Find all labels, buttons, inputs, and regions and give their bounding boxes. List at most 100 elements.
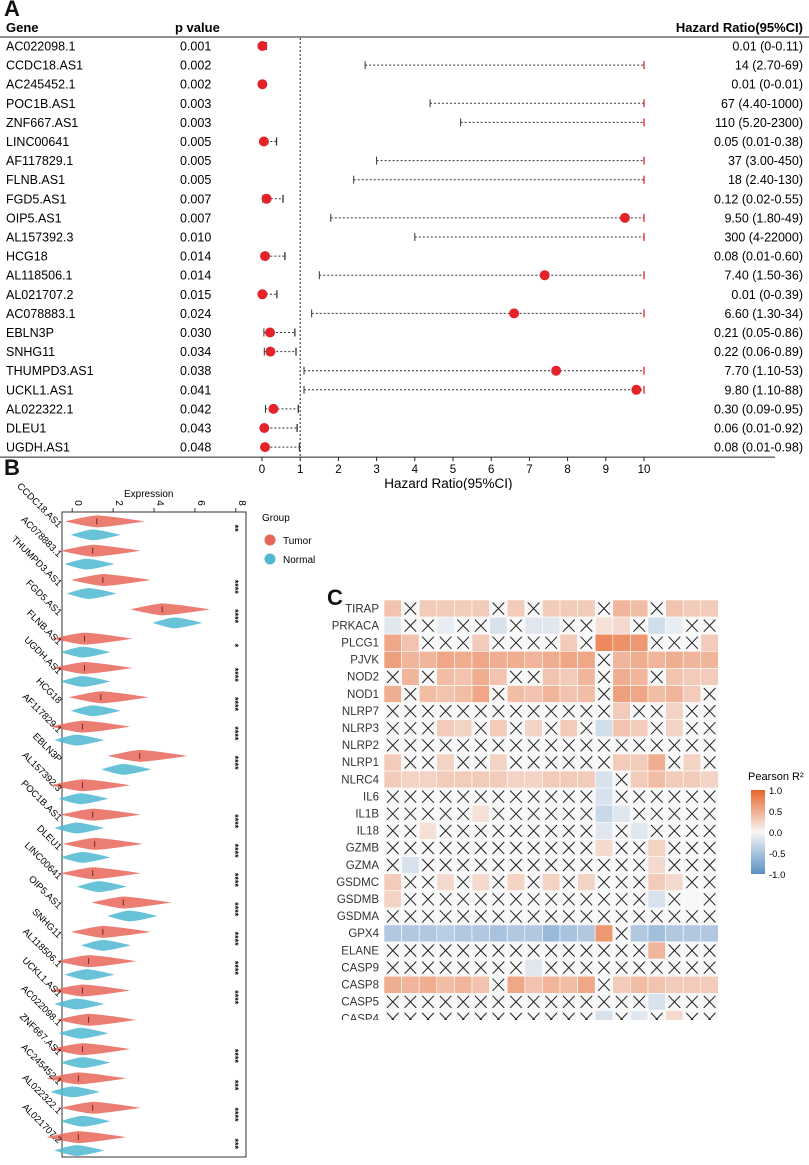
row-hr-label: 110 (5.20-2300)	[715, 116, 803, 130]
row-label: CASP9	[341, 962, 379, 974]
hr-point	[619, 212, 630, 223]
nonsignificant-cross	[685, 636, 699, 650]
row-p-value: 0.043	[180, 422, 211, 436]
nonsignificant-cross	[597, 738, 611, 752]
heatmap-cell	[418, 685, 438, 703]
nonsignificant-cross	[474, 704, 487, 718]
violin-normal	[76, 881, 127, 893]
nonsignificant-cross	[545, 909, 558, 923]
nonsignificant-cross	[703, 961, 716, 975]
heatmap-cell	[542, 650, 561, 669]
nonsignificant-cross	[509, 1012, 523, 1020]
heatmap-cell	[612, 804, 631, 823]
nonsignificant-cross	[386, 858, 399, 872]
nonsignificant-cross	[580, 756, 593, 769]
nonsignificant-cross	[545, 721, 558, 735]
nonsignificant-cross	[668, 858, 681, 872]
nonsignificant-cross	[703, 756, 716, 769]
legend-tick-label: -1.0	[769, 870, 785, 881]
nonsignificant-cross	[386, 995, 399, 1009]
nonsignificant-cross	[615, 1012, 628, 1020]
significance-label: **	[230, 525, 240, 533]
correlation-heatmap: TIRAP PRKACA PLCG1 PJVK NOD2 NOD1 NLRP7 NLRP3 NL…	[332, 600, 804, 1020]
nonsignificant-cross	[668, 961, 681, 975]
nonsignificant-cross	[597, 602, 611, 615]
row-gene: AC022098.1	[6, 40, 76, 54]
heatmap-cell	[454, 719, 473, 738]
axis-tick-label: 0	[72, 500, 83, 506]
nonsignificant-cross	[650, 807, 663, 821]
heatmap-cell	[471, 770, 490, 789]
row-p-value: 0.001	[180, 40, 211, 54]
nonsignificant-cross	[404, 961, 417, 975]
heatmap-cell	[471, 685, 490, 703]
nonsignificant-cross	[474, 909, 487, 923]
nonsignificant-cross	[633, 875, 646, 889]
violin-normal	[70, 705, 121, 717]
heatmap-cell	[524, 958, 543, 977]
significance-label: ****	[230, 668, 240, 683]
legend-tick-label: 0.0	[769, 828, 782, 839]
heatmap-cell	[454, 668, 473, 686]
heatmap-cell	[471, 873, 490, 892]
heatmap-cell	[383, 600, 402, 618]
heatmap-cell	[524, 975, 543, 994]
heatmap-cell	[647, 992, 666, 1011]
row-label: PRKACA	[332, 620, 380, 632]
violin-tumor	[52, 632, 133, 645]
row-gene: HCG18	[6, 250, 48, 264]
nonsignificant-cross	[703, 807, 716, 821]
violin-normal	[50, 1086, 101, 1098]
row-gene: FLNB.AS1	[6, 173, 65, 187]
nonsignificant-cross	[545, 807, 558, 821]
row-gene: THUMPD3.AS1	[6, 364, 94, 378]
heatmap-cell	[594, 839, 614, 857]
heatmap-cell	[665, 1010, 684, 1020]
violin-tumor	[62, 837, 143, 850]
x-tick-label: 8	[564, 464, 570, 476]
nonsignificant-cross	[527, 1012, 540, 1020]
axis-title: Expression	[124, 489, 173, 500]
heatmap-cell	[665, 702, 684, 720]
violin-tumor	[52, 661, 133, 674]
nonsignificant-cross	[580, 704, 593, 718]
heatmap-cell	[594, 924, 614, 943]
heatmap-cell	[542, 975, 561, 994]
violin-normal	[58, 1027, 109, 1039]
nonsignificant-cross	[457, 1012, 470, 1020]
nonsignificant-cross	[439, 790, 452, 804]
nonsignificant-cross	[421, 961, 435, 975]
nonsignificant-cross	[404, 824, 417, 838]
nonsignificant-cross	[421, 807, 435, 821]
heatmap-cell	[665, 770, 684, 789]
nonsignificant-cross	[421, 995, 435, 1009]
nonsignificant-cross	[457, 961, 470, 975]
heatmap-cell	[647, 839, 666, 857]
nonsignificant-cross	[668, 636, 681, 650]
nonsignificant-cross	[457, 944, 470, 957]
heatmap-cell	[612, 702, 631, 720]
row-p-value: 0.003	[180, 116, 211, 130]
heatmap-cell	[454, 650, 473, 669]
heatmap-cell	[436, 975, 455, 994]
row-label: PLCG1	[341, 638, 379, 650]
heatmap-cell	[647, 616, 666, 635]
nonsignificant-cross	[562, 995, 575, 1009]
nonsignificant-cross	[580, 721, 593, 735]
heatmap-cell	[436, 719, 455, 738]
header-hazard-ratio: Hazard Ratio(95%CI)	[676, 20, 803, 35]
row-gene: CCDC18.AS1	[6, 59, 83, 73]
heatmap-cell	[647, 650, 666, 669]
heatmap-cell	[665, 650, 684, 669]
nonsignificant-cross	[509, 909, 523, 923]
heatmap-cell	[418, 822, 438, 840]
row-hr-label: 0.08 (0.01-0.98)	[714, 441, 803, 455]
nonsignificant-cross	[404, 909, 417, 923]
heatmap-cell	[506, 685, 526, 703]
heatmap-cell	[524, 685, 543, 703]
nonsignificant-cross	[685, 619, 699, 633]
hr-point	[265, 327, 276, 338]
nonsignificant-cross	[597, 892, 611, 906]
row-hr-label: 0.22 (0.06-0.89)	[714, 345, 803, 359]
nonsignificant-cross	[527, 841, 540, 855]
